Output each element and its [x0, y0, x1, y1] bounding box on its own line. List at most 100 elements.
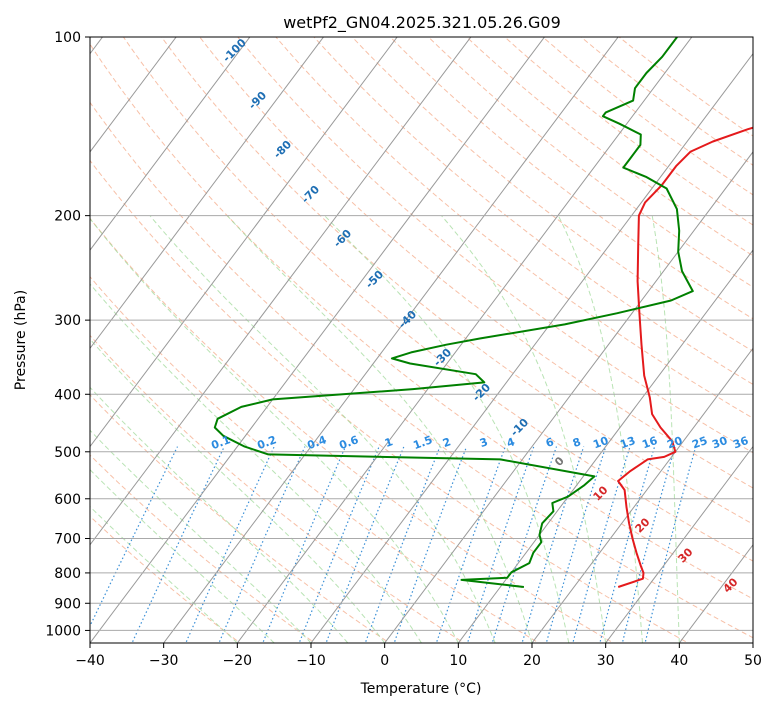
isotherm: [531, 347, 753, 643]
mixing-ratio-label: 36: [731, 434, 750, 452]
y-tick-label: 100: [54, 30, 81, 46]
isotherm: [90, 37, 251, 251]
x-tick-label: 40: [670, 653, 688, 669]
isotherm: [310, 52, 753, 643]
mixing-ratio-line: [185, 446, 275, 643]
dry-adiabat: [313, 37, 753, 385]
y-tick-label: 700: [54, 532, 81, 548]
mixing-ratio-label: 4: [505, 435, 517, 450]
dry-adiabat: [90, 515, 241, 643]
height-label: 40: [721, 575, 741, 595]
x-axis-label: Temperature (°C): [360, 681, 482, 697]
dry-adiabat: [275, 37, 753, 419]
x-tick-label: 0: [380, 653, 389, 669]
mixing-ratio-line: [298, 446, 380, 643]
x-tick-label: −10: [296, 653, 326, 669]
mixing-ratio-label: 0.4: [305, 433, 328, 452]
height-label: -60: [331, 227, 354, 250]
height-label: 30: [676, 545, 696, 565]
mixing-ratio-line: [435, 446, 506, 643]
y-tick-label: 600: [54, 492, 81, 508]
isotherm: [605, 445, 753, 643]
moist-adiabat: [90, 217, 459, 643]
isotherm: [90, 37, 325, 350]
moist-adiabat: [651, 215, 680, 643]
mixing-ratio-label: 0.6: [337, 433, 360, 452]
mixing-ratio-label: 2: [441, 435, 453, 450]
dry-adiabat: [389, 37, 753, 320]
mixing-ratio-label: 3: [478, 435, 490, 450]
y-axis-label: Pressure (hPa): [13, 290, 29, 390]
x-axis: −40 −30 −20 −10 0 10 20 30 40 50: [75, 643, 762, 669]
isotherm: [90, 37, 398, 448]
background-lines: [90, 37, 753, 643]
height-label: -30: [431, 346, 454, 369]
height-label: 10: [591, 483, 611, 503]
moist-adiabat: [90, 429, 312, 643]
dry-adiabat: [160, 37, 753, 525]
mixing-ratio-label: 1.5: [411, 433, 434, 452]
grid: [90, 37, 753, 643]
traces: [213, 37, 753, 588]
y-tick-label: 900: [54, 596, 81, 612]
moist-adiabat: [90, 505, 238, 643]
x-tick-label: −30: [149, 653, 179, 669]
isotherm: [457, 249, 753, 643]
x-tick-label: 30: [597, 653, 615, 669]
isotherm: [236, 37, 693, 643]
x-tick-label: 20: [523, 653, 541, 669]
isotherm: [752, 642, 753, 643]
height-label: -80: [271, 138, 294, 161]
dry-adiabat: [90, 101, 753, 639]
moist-adiabat: [557, 215, 643, 643]
isotherm: [90, 37, 546, 643]
moist-adiabat: [90, 386, 349, 643]
dry-adiabat: [90, 334, 466, 643]
mixing-ratio-line: [325, 446, 405, 643]
y-tick-label: 300: [54, 313, 81, 329]
x-tick-label: 10: [449, 653, 467, 669]
mixing-ratio-line: [393, 446, 468, 643]
y-tick-label: 400: [54, 387, 81, 403]
y-tick-label: 200: [54, 209, 81, 225]
y-tick-label: 1000: [45, 623, 81, 639]
isotherm: [163, 37, 619, 643]
mixing-ratio-line: [572, 446, 631, 643]
y-tick-label: 500: [54, 445, 81, 461]
x-tick-label: −40: [75, 653, 105, 669]
dry-adiabat: [427, 37, 753, 288]
isotherm: [384, 151, 753, 643]
dry-adiabat: [90, 275, 540, 643]
mixing-ratio-label: 30: [710, 434, 729, 452]
mixing-ratio-label: 25: [690, 434, 709, 451]
dry-adiabat: [90, 43, 753, 600]
moist-adiabat: [90, 338, 386, 643]
x-tick-label: 50: [744, 653, 762, 669]
mixing-ratio-label: 10: [591, 434, 610, 452]
temperature-trace: [617, 126, 753, 588]
mixing-ratio-label: 16: [640, 434, 659, 452]
moist-adiabat: [149, 215, 496, 643]
height-label: 0: [552, 454, 567, 469]
plot-frame: [89, 36, 754, 644]
line-labels: -100-90-80-70-60-50-40-30-20-10010203040…: [209, 37, 750, 596]
moist-adiabat: [441, 215, 607, 643]
mixing-ratio-line: [364, 446, 441, 643]
dry-adiabat: [90, 454, 316, 643]
height-label: -70: [299, 183, 322, 206]
mixing-ratio-line: [131, 446, 225, 643]
mixing-ratio-label: 6: [544, 435, 556, 450]
isotherm: [90, 37, 472, 546]
mixing-ratio-line: [599, 446, 656, 643]
y-axis: 1000 900 800 700 600 500 400 300 200 100: [45, 30, 90, 639]
y-tick-label: 800: [54, 566, 81, 582]
height-label: -50: [363, 268, 386, 291]
mixing-ratio-line: [644, 446, 697, 643]
dry-adiabat: [351, 37, 753, 352]
mixing-ratio-label: 8: [571, 435, 583, 450]
x-tick-label: −20: [223, 653, 253, 669]
chart-title: wetPf2_GN04.2025.321.05.26.G09: [283, 13, 561, 33]
dewpoint-trace: [213, 37, 694, 588]
mixing-ratio-label: 20: [665, 434, 684, 452]
moist-adiabat: [324, 215, 570, 643]
